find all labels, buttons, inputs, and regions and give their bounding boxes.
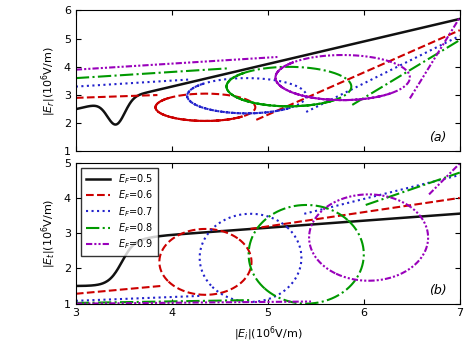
Text: (b): (b) (428, 284, 447, 297)
X-axis label: $|E_i|(10^6$V/m): $|E_i|(10^6$V/m) (234, 324, 302, 343)
Text: (a): (a) (429, 131, 447, 144)
Y-axis label: $|E_t|(10^6$V/m): $|E_t|(10^6$V/m) (40, 199, 58, 268)
Legend: $E_F$=0.5, $E_F$=0.6, $E_F$=0.7, $E_F$=0.8, $E_F$=0.9: $E_F$=0.5, $E_F$=0.6, $E_F$=0.7, $E_F$=0… (81, 168, 158, 256)
Y-axis label: $|E_r|(10^6$V/m): $|E_r|(10^6$V/m) (40, 46, 58, 116)
